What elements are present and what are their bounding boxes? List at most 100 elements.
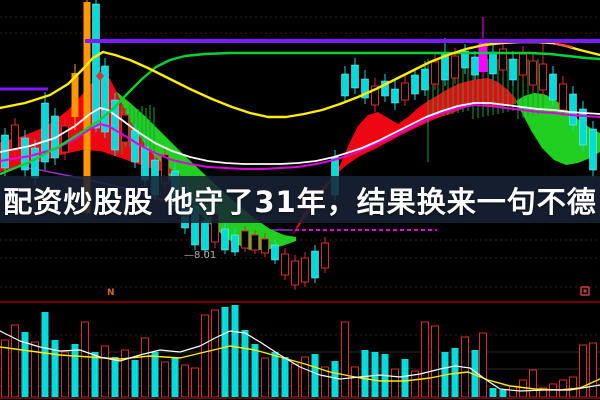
volume-bar bbox=[31, 341, 39, 398]
red-band-right bbox=[292, 78, 516, 236]
volume-bar bbox=[579, 344, 587, 398]
volume-bar bbox=[81, 321, 89, 398]
candle-body bbox=[361, 78, 369, 99]
white-ma-line bbox=[0, 102, 600, 165]
volume-bar bbox=[91, 352, 99, 397]
candle-body bbox=[231, 234, 239, 253]
yellow-ma-red-tip bbox=[554, 42, 574, 49]
candle-body bbox=[261, 238, 269, 254]
volume-bar bbox=[51, 340, 59, 397]
red-seal-inner bbox=[583, 289, 587, 293]
candle-body bbox=[371, 85, 379, 106]
volume-bar bbox=[251, 344, 259, 397]
volume-bar bbox=[41, 312, 49, 397]
volume-bar bbox=[101, 345, 109, 398]
volume-bar bbox=[201, 314, 209, 398]
volume-yellow-ma bbox=[0, 345, 600, 391]
volume-bar bbox=[559, 379, 567, 398]
volume-white-ma bbox=[0, 330, 600, 392]
candle-body bbox=[201, 220, 209, 251]
volume-bar bbox=[261, 357, 269, 398]
volume-bar bbox=[479, 332, 487, 398]
volume-bar bbox=[191, 367, 199, 398]
volume-bar bbox=[141, 337, 149, 398]
headline-banner: 配资炒股股 他守了31年，结果换来一句不德 bbox=[0, 176, 600, 223]
volume-bar bbox=[281, 357, 289, 397]
candle-body bbox=[478, 42, 488, 72]
volume-bar bbox=[391, 368, 399, 398]
candle-body bbox=[559, 83, 567, 111]
volume-bar bbox=[11, 324, 19, 398]
magenta-ma-line bbox=[0, 104, 600, 170]
volume-bar bbox=[121, 349, 129, 398]
candle-body bbox=[251, 234, 259, 251]
candle-body bbox=[569, 93, 577, 126]
candle-body bbox=[589, 128, 597, 171]
candle-body bbox=[111, 99, 119, 151]
candle-body bbox=[579, 108, 587, 146]
candle-body bbox=[391, 88, 399, 104]
volume-bar bbox=[509, 385, 517, 398]
candle-body bbox=[489, 51, 497, 75]
candle-body bbox=[71, 73, 79, 117]
candle-body bbox=[451, 55, 459, 79]
candle-body bbox=[41, 102, 49, 163]
candle-body bbox=[221, 228, 229, 251]
candle-body bbox=[291, 260, 299, 286]
candle-body bbox=[83, 2, 91, 213]
candle-body bbox=[271, 244, 279, 261]
candle-body bbox=[421, 68, 429, 91]
low-price-label: —8.01 bbox=[184, 250, 216, 261]
volume-bar bbox=[431, 325, 439, 398]
volume-bar bbox=[331, 361, 339, 397]
volume-bar bbox=[291, 363, 299, 398]
volume-bar bbox=[421, 321, 429, 398]
candle-body bbox=[509, 58, 517, 81]
candle-body bbox=[281, 253, 289, 276]
candle-body bbox=[539, 63, 547, 91]
candle-body bbox=[351, 64, 359, 89]
volume-bar bbox=[241, 330, 249, 397]
volume-bar bbox=[489, 388, 497, 397]
candle-body bbox=[549, 73, 557, 101]
orange-glyph-marker: N bbox=[107, 288, 115, 298]
volume-bar bbox=[341, 321, 349, 398]
candle-body bbox=[499, 48, 507, 71]
candle-body bbox=[431, 61, 439, 85]
volume-bar bbox=[131, 360, 139, 397]
volume-bar bbox=[451, 348, 459, 397]
candle-body bbox=[461, 50, 469, 69]
volume-bar bbox=[311, 354, 319, 397]
candle-body bbox=[529, 60, 537, 86]
volume-bar bbox=[351, 366, 359, 398]
volume-bar bbox=[471, 350, 479, 397]
candle-body bbox=[311, 250, 319, 279]
candle-body bbox=[401, 82, 409, 101]
volume-bar bbox=[589, 342, 597, 398]
candle-body bbox=[519, 53, 527, 76]
candle-body bbox=[121, 114, 129, 143]
volume-bar bbox=[231, 305, 239, 397]
volume-bar bbox=[361, 350, 369, 397]
candle-body bbox=[131, 129, 139, 163]
volume-bar bbox=[71, 344, 79, 397]
candle-body bbox=[21, 137, 29, 171]
candle-body bbox=[411, 74, 419, 95]
volume-bar bbox=[401, 359, 409, 397]
red-diamond-marker bbox=[96, 71, 104, 81]
volume-bar bbox=[21, 332, 29, 397]
candle-body bbox=[31, 147, 39, 179]
red-seal-marker bbox=[580, 286, 590, 296]
headline-text: 配资炒股股 他守了31年，结果换来一句不德 bbox=[3, 184, 597, 219]
volume-bar bbox=[221, 307, 229, 397]
candle-body bbox=[471, 56, 479, 76]
volume-bar bbox=[151, 352, 159, 397]
candle-body bbox=[301, 257, 309, 283]
volume-bar bbox=[371, 352, 379, 397]
volume-bar bbox=[211, 309, 219, 398]
volume-bar bbox=[569, 376, 577, 398]
volume-bar bbox=[499, 390, 507, 397]
candle-body bbox=[92, 3, 100, 129]
volume-bar bbox=[171, 357, 179, 397]
